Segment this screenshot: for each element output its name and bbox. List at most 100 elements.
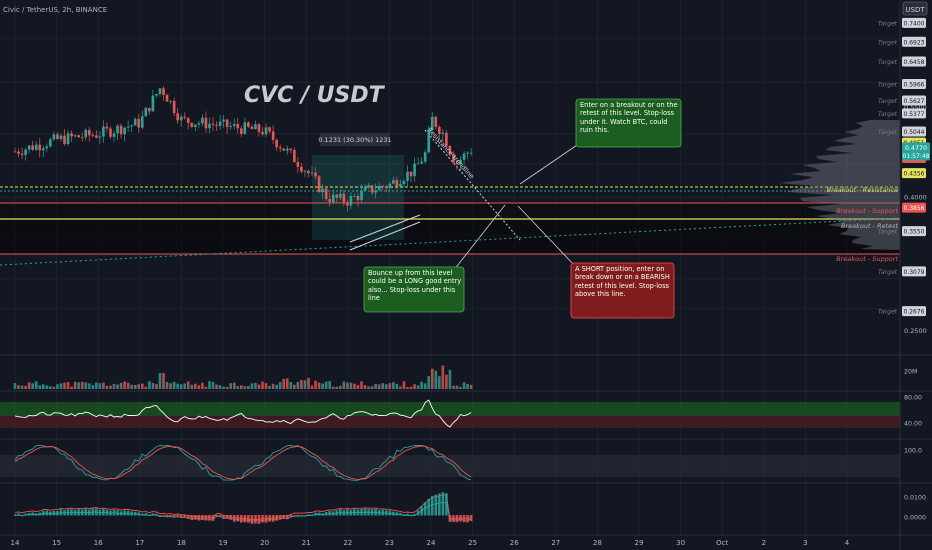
macd-line [14, 501, 472, 522]
volume-bar [232, 382, 236, 389]
volume-bar [208, 381, 211, 389]
volume-bar [162, 373, 165, 389]
volume-bar [109, 385, 112, 389]
volume-bar [144, 386, 148, 389]
candle-body [112, 133, 116, 137]
macd-hist-bar [300, 515, 303, 516]
macd-hist-bar [204, 515, 208, 521]
volume-bar [190, 384, 194, 389]
macd-hist-bar [356, 509, 360, 516]
candle-body [49, 139, 52, 147]
candle-body [80, 137, 84, 139]
volume-bar [243, 386, 247, 389]
macd-hist-bar [211, 515, 215, 522]
price-tag-label: Target [878, 129, 898, 136]
pointer-bounce [449, 204, 506, 276]
candle-body [438, 126, 441, 135]
volume-bar [95, 382, 98, 389]
candle-body [201, 117, 204, 124]
candle-body [243, 122, 247, 134]
volume-bar [395, 383, 399, 389]
x-tick-label: 29 [635, 539, 644, 547]
macd-hist-bar [45, 510, 49, 516]
volume-bar [194, 383, 197, 389]
volume-bar [296, 381, 300, 389]
volume-bar [73, 381, 77, 389]
volume-bar [430, 368, 434, 389]
volume-bar [448, 369, 452, 389]
candle-body [229, 125, 232, 127]
macd-hist-bar [328, 511, 332, 516]
volume-bar [201, 382, 204, 389]
volume-bar [119, 382, 123, 389]
volume-bar [452, 385, 455, 389]
candle-body [314, 172, 317, 177]
volume-bar [17, 385, 20, 389]
x-tick-label: 20 [260, 539, 269, 547]
macd-hist-bar [261, 515, 264, 523]
stoch-k-line [14, 444, 472, 481]
rsi-upper-band [0, 402, 900, 416]
candle-body [77, 135, 80, 138]
candle-body [179, 116, 183, 121]
macd-hist-bar [353, 508, 356, 516]
volume-bar [293, 384, 296, 389]
volume-bar [197, 385, 201, 389]
macd-hist-bar [289, 515, 293, 518]
time-axis[interactable]: 14 15 16 17 18 19 20 21 22 23 24 25 26 27 28 29 30 Oct 2 3 4 [11, 539, 850, 547]
macd-hist-bar [186, 515, 190, 519]
candle-body [466, 152, 469, 154]
price-axis[interactable]: USDT [902, 1, 928, 16]
volume-bar [307, 377, 310, 389]
candle-body [236, 123, 240, 129]
macd-hist-bar [17, 513, 20, 516]
channel-line-a [349, 221, 421, 251]
lower-zone [0, 219, 900, 254]
macd-hist-bar [240, 515, 243, 523]
candle-body [399, 184, 402, 187]
candle-body [296, 162, 300, 167]
currency-badge-box[interactable] [902, 1, 928, 16]
volume-bar [363, 385, 367, 389]
volume-bar [310, 385, 314, 389]
candle-body [469, 152, 473, 154]
volume-bar [441, 365, 445, 389]
price-tag-box [902, 56, 926, 67]
y-tick-label: 0.4000 [904, 194, 927, 202]
macd-hist-bar [459, 515, 462, 522]
candle-body [155, 93, 158, 96]
note-short[interactable]: A SHORT position, enter on break down or… [570, 262, 675, 319]
price-tag-box [902, 108, 926, 119]
macd-hist-bar [144, 513, 148, 516]
candle-body [20, 153, 24, 155]
candle-body [377, 185, 381, 191]
note-bounce[interactable]: Bounce up from this level could be a LON… [363, 266, 465, 313]
macd-hist-bar [346, 509, 349, 516]
macd-hist-bar [314, 512, 317, 516]
macd-hist-bar [271, 515, 275, 522]
candle-body [285, 148, 289, 151]
x-tick-label: 18 [177, 539, 186, 547]
volume-bar [416, 385, 420, 389]
macd-hist-bar [250, 515, 254, 524]
macd-hist-bar [229, 515, 232, 520]
x-tick-label: 23 [385, 539, 394, 547]
candle-body [215, 124, 218, 126]
volume-bar [335, 386, 339, 389]
note-breakout[interactable]: Enter on a breakout or on the retest of … [575, 98, 682, 148]
volume-bar [123, 381, 126, 389]
volume-bar [250, 383, 254, 389]
macd-hist-bar [420, 506, 423, 516]
macd-hist-bar [384, 510, 388, 516]
volume-bar [261, 381, 264, 389]
candle-body [278, 147, 282, 149]
price-tags: 0.5500 0.4000 0.2500 0.7400 Target 0.6923 Targ… [878, 17, 930, 335]
price-tag-label: Target [878, 269, 898, 276]
candle-body [321, 188, 324, 193]
macd-hist-bar [388, 510, 392, 516]
candle-body [45, 146, 49, 149]
volume-bar [356, 385, 360, 389]
volume-bar [402, 381, 406, 389]
candle-body [430, 116, 434, 131]
